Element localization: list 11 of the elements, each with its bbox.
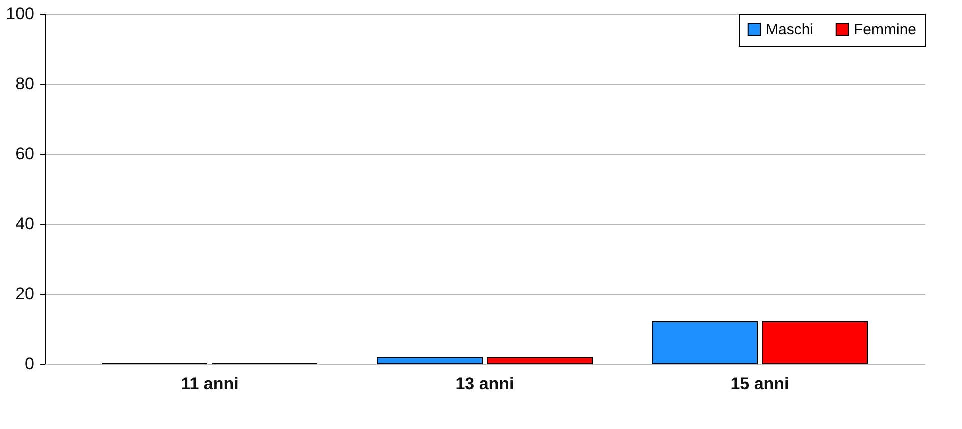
y-tick-label: 60 bbox=[16, 144, 34, 164]
y-tick-label: 100 bbox=[6, 4, 34, 24]
legend-label: Femmine bbox=[854, 22, 917, 39]
x-tick-label: 13 anni bbox=[456, 374, 514, 394]
y-tick-label: 20 bbox=[16, 284, 34, 304]
y-tick-label: 80 bbox=[16, 74, 34, 94]
x-tick-label: 11 anni bbox=[181, 374, 239, 394]
legend-label: Maschi bbox=[766, 22, 814, 39]
y-tick-label: 40 bbox=[16, 214, 34, 234]
y-tick-label: 0 bbox=[25, 354, 34, 374]
x-tick-label: 15 anni bbox=[730, 374, 790, 394]
